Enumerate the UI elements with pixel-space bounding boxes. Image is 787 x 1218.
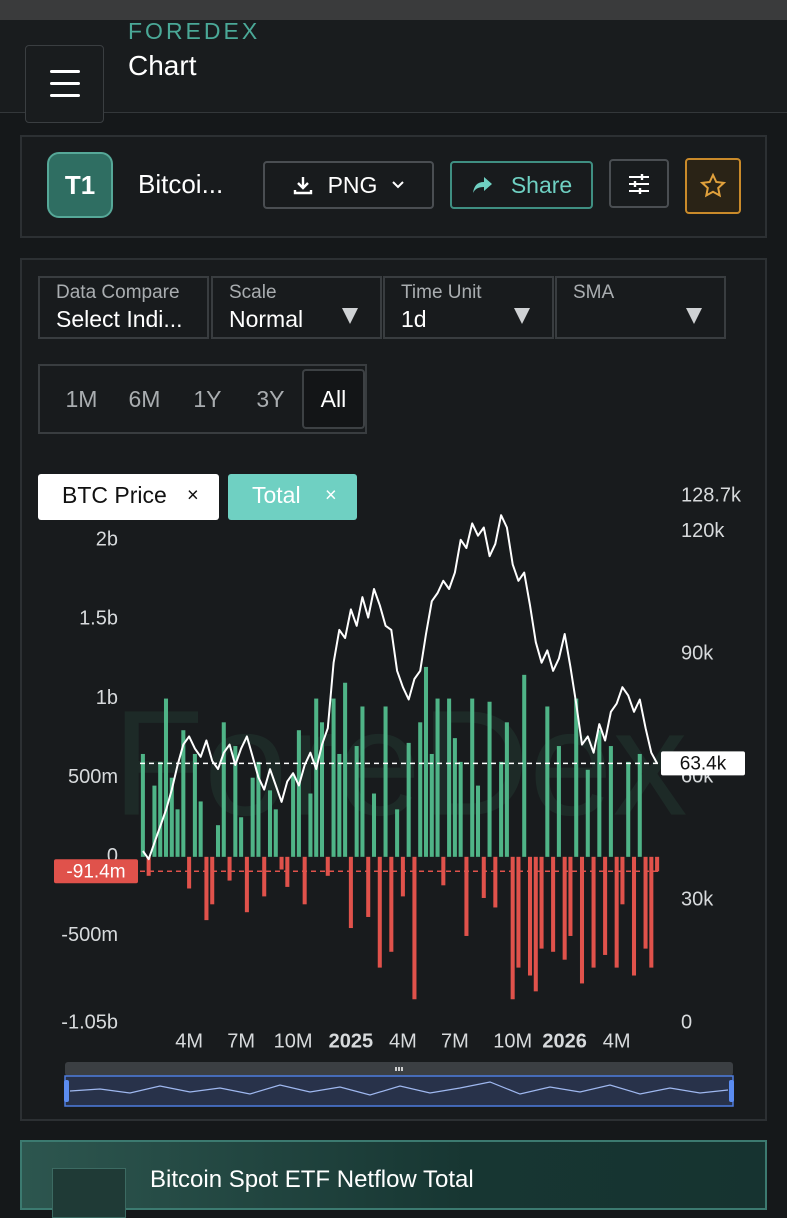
- select[interactable]: Data Compare Select Indi...: [38, 276, 209, 339]
- sliders-icon: [629, 173, 649, 194]
- share-label: Share: [510, 171, 573, 198]
- range-button[interactable]: All: [301, 369, 365, 429]
- export-label: PNG: [327, 171, 378, 198]
- select-value: 1d: [401, 306, 427, 332]
- download-icon: [293, 177, 312, 195]
- range-button[interactable]: 1M: [65, 385, 98, 412]
- export-button[interactable]: PNG: [263, 161, 434, 209]
- select[interactable]: Time Unit 1d: [383, 276, 554, 339]
- range-button[interactable]: 1Y: [193, 385, 222, 412]
- page-title: Chart: [128, 50, 197, 81]
- star-icon: [700, 173, 726, 198]
- select[interactable]: SMA: [555, 276, 726, 339]
- range-button[interactable]: 3Y: [256, 385, 285, 412]
- favorite-button[interactable]: [685, 158, 741, 214]
- menu-button[interactable]: [25, 45, 104, 123]
- share-button[interactable]: Share: [450, 161, 593, 209]
- share-icon: [472, 177, 492, 193]
- chart-name: Bitcoi...: [138, 169, 224, 199]
- status-strip: [0, 0, 787, 20]
- card-icon: [52, 1168, 126, 1218]
- select[interactable]: Scale Normal: [211, 276, 382, 339]
- select-value: Normal: [229, 306, 304, 332]
- header: [0, 20, 787, 113]
- footer-title: Bitcoin Spot ETF Netflow Total: [150, 1166, 474, 1193]
- select-label: Time Unit: [401, 282, 482, 303]
- brand: FOREDEX: [128, 18, 261, 44]
- dropdown-arrow: [514, 308, 530, 324]
- select-value: Select Indi...: [56, 306, 183, 332]
- dropdown-arrow: [686, 308, 702, 324]
- range-buttons: 1M 6M 1Y 3Y All: [38, 364, 367, 434]
- select-label: SMA: [573, 282, 615, 303]
- settings-button[interactable]: [609, 159, 669, 208]
- dropdown-arrow: [342, 308, 358, 324]
- caret-icon: [392, 181, 405, 189]
- toolbar: [20, 135, 767, 238]
- select-label: Data Compare: [56, 282, 180, 303]
- badge: T1: [47, 152, 113, 218]
- select-label: Scale: [229, 282, 277, 303]
- range-button[interactable]: 6M: [128, 385, 161, 412]
